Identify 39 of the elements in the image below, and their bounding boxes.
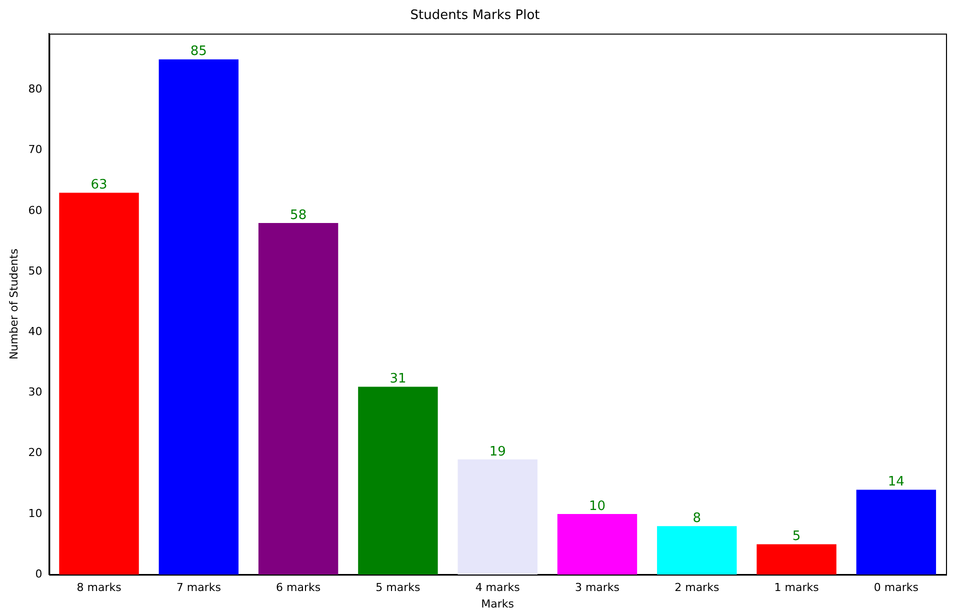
y-tick-label: 70	[28, 143, 42, 156]
bar	[856, 490, 936, 575]
y-tick-label: 10	[28, 506, 42, 520]
y-axis-title: Number of Students	[7, 248, 20, 360]
x-tick-label: 7 marks	[176, 581, 222, 594]
data-label: 8	[692, 510, 702, 526]
data-label: 58	[290, 208, 307, 223]
bar	[657, 526, 737, 575]
x-tick-label: 6 marks	[276, 581, 321, 594]
x-tick-label: 2 marks	[674, 581, 720, 594]
x-tick-label: 0 marks	[874, 581, 919, 594]
chart-title: Students Marks Plot	[410, 8, 540, 24]
data-label: 31	[390, 372, 406, 387]
x-tick-label: 4 marks	[475, 581, 520, 594]
bar	[158, 59, 239, 575]
bar	[59, 192, 139, 575]
data-label: 85	[190, 44, 207, 60]
x-axis-title: Marks	[481, 597, 514, 610]
bar	[756, 544, 836, 575]
y-tick-label: 80	[28, 82, 42, 96]
x-tick-label: 5 marks	[376, 581, 421, 594]
y-tick-label: 0	[35, 567, 42, 580]
x-tick-label: 1 marks	[774, 581, 820, 594]
y-tick-label: 30	[28, 386, 42, 399]
y-tick-label: 50	[28, 264, 42, 278]
y-tick-label: 60	[28, 204, 42, 217]
data-label: 10	[588, 498, 606, 514]
bar	[258, 223, 338, 575]
y-tick-label: 20	[28, 446, 42, 460]
data-label: 63	[90, 178, 108, 193]
bar	[458, 459, 538, 575]
x-tick-label: 8 marks	[76, 581, 122, 594]
data-label: 14	[888, 474, 904, 490]
y-tick-label: 40	[28, 324, 42, 338]
data-label: 5	[792, 529, 801, 544]
data-label: 19	[489, 444, 506, 460]
bar	[557, 514, 638, 575]
bar	[358, 386, 438, 575]
x-tick-label: 3 marks	[574, 581, 620, 594]
